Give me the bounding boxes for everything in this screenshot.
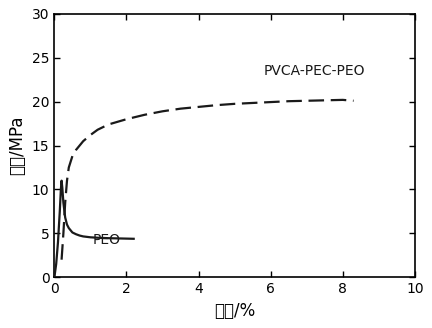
X-axis label: 应变/%: 应变/% bbox=[214, 302, 255, 320]
Text: PVCA-PEC-PEO: PVCA-PEC-PEO bbox=[264, 64, 365, 78]
Text: PEO: PEO bbox=[92, 233, 120, 247]
Y-axis label: 应力/MPa: 应力/MPa bbox=[8, 116, 26, 175]
